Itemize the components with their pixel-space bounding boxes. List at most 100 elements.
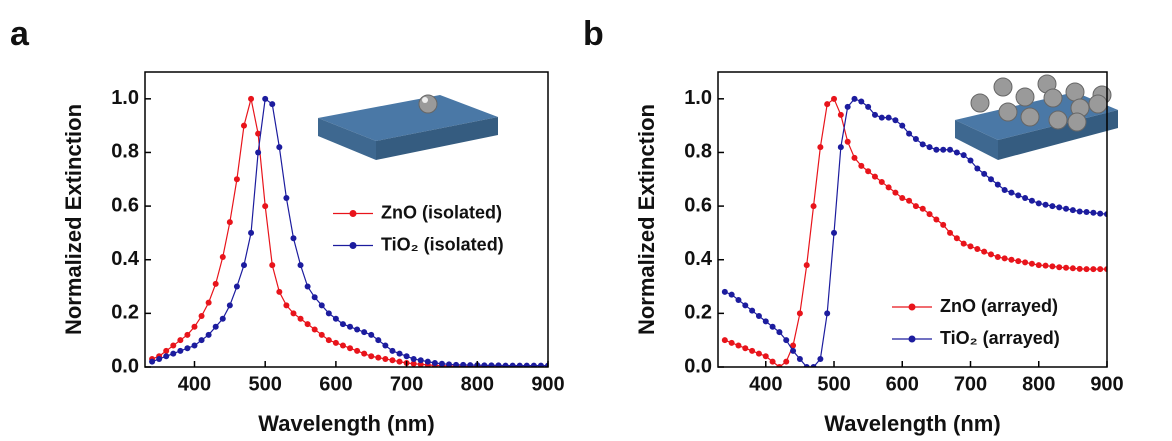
x-axis-title: Wavelength (nm): [258, 411, 434, 436]
y-tick-label: 0.6: [684, 194, 712, 216]
data-point: [967, 157, 974, 164]
data-point: [389, 347, 396, 354]
data-point: [523, 362, 530, 367]
data-point: [311, 294, 318, 301]
data-point: [899, 195, 906, 202]
data-point: [817, 144, 824, 151]
legend-marker: [908, 335, 916, 343]
data-point: [1001, 187, 1008, 193]
x-tick-label: 500: [249, 373, 282, 395]
data-point: [177, 337, 184, 344]
data-point: [509, 362, 516, 367]
x-tick-label: 600: [319, 373, 352, 395]
data-point: [1042, 262, 1049, 269]
data-point: [332, 315, 339, 322]
data-point: [912, 203, 919, 210]
data-point: [742, 345, 749, 352]
data-point: [1035, 262, 1042, 269]
y-tick-label: 0.8: [684, 141, 712, 163]
data-point: [1022, 195, 1029, 202]
data-point: [1001, 255, 1008, 262]
y-tick-label: 1.0: [684, 87, 712, 109]
data-point: [453, 361, 460, 367]
data-point: [796, 310, 803, 317]
data-point: [940, 221, 947, 228]
data-point: [892, 117, 899, 124]
data-point: [233, 283, 240, 290]
data-point: [1063, 264, 1070, 271]
data-point: [919, 141, 926, 148]
data-point: [396, 358, 403, 365]
data-point: [1069, 207, 1076, 214]
data-point: [940, 146, 947, 153]
data-point: [1042, 201, 1049, 208]
data-point: [389, 357, 396, 364]
data-point: [783, 337, 790, 344]
data-point: [354, 326, 361, 333]
data-point: [878, 178, 885, 185]
data-point: [382, 342, 389, 349]
data-point: [283, 302, 290, 309]
data-point: [755, 350, 762, 357]
data-point: [446, 361, 453, 367]
data-point: [871, 173, 878, 180]
x-tick-label: 400: [749, 373, 782, 395]
y-tick-label: 0.8: [111, 141, 139, 163]
data-point: [198, 313, 205, 320]
data-point: [297, 315, 304, 322]
data-point: [311, 326, 318, 333]
data-point: [899, 122, 906, 129]
x-tick-label: 500: [817, 373, 850, 395]
data-point: [255, 149, 262, 156]
data-point: [205, 331, 212, 338]
data-point: [424, 358, 431, 365]
data-point: [255, 130, 262, 137]
data-point: [516, 362, 523, 367]
data-point: [240, 122, 247, 129]
legend-marker: [349, 210, 357, 217]
data-point: [233, 176, 240, 183]
data-point: [858, 98, 865, 105]
data-point: [926, 211, 933, 218]
data-point: [339, 342, 346, 349]
data-point: [248, 229, 255, 236]
data-point: [885, 184, 892, 191]
data-point: [871, 111, 878, 118]
data-point: [926, 144, 933, 151]
data-point: [933, 146, 940, 153]
data-point: [1035, 200, 1042, 207]
data-point: [933, 216, 940, 223]
data-point: [205, 299, 212, 306]
data-point: [960, 152, 967, 159]
chart-panel: b 400 500 600 700 800 900 0.0 0.2 0.4 0.6 0.8 1.0 Wav…: [583, 15, 1124, 436]
panel-label: b: [583, 15, 604, 53]
data-point: [987, 176, 994, 183]
legend-label: ZnO (arrayed): [940, 296, 1058, 316]
data-point: [262, 203, 269, 210]
data-point: [919, 205, 926, 212]
data-point: [1049, 203, 1056, 210]
data-point: [728, 291, 735, 298]
data-point: [783, 358, 790, 365]
data-point: [262, 95, 269, 102]
data-point: [269, 262, 276, 269]
data-point: [960, 240, 967, 247]
data-point: [796, 355, 803, 362]
data-point: [304, 321, 311, 328]
data-point: [269, 101, 276, 108]
plot-area: [149, 95, 548, 367]
legend-marker: [908, 303, 916, 311]
data-point: [749, 307, 756, 314]
data-point: [276, 288, 283, 295]
data-point: [1083, 266, 1090, 273]
data-point: [438, 360, 445, 367]
data-point: [824, 310, 831, 317]
y-tick-label: 0.4: [111, 248, 140, 270]
data-point: [537, 362, 544, 367]
data-point: [769, 358, 776, 365]
data-point: [170, 350, 177, 357]
legend-marker: [349, 242, 357, 249]
data-point: [1049, 263, 1056, 270]
data-point: [1090, 209, 1097, 216]
